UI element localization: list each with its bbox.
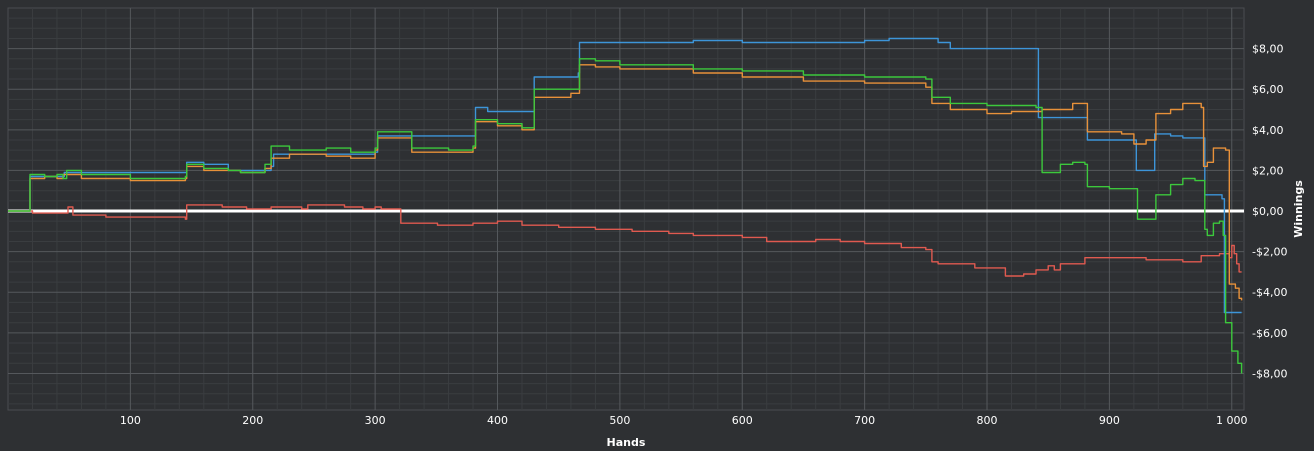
y-tick-label: -$8,00 [1252, 367, 1287, 380]
y-tick-label: $0,00 [1252, 205, 1284, 218]
series-line-1 [8, 204, 1242, 277]
x-axis-ticks: 100 200 300 400 500 600 700 800 900 1 000 [120, 414, 1248, 427]
y-tick-label: -$2,00 [1252, 246, 1287, 259]
y-tick-label: $2,00 [1252, 164, 1284, 177]
x-tick-label: 300 [365, 414, 386, 427]
x-tick-label: 900 [1099, 414, 1120, 427]
series-line-4 [8, 58, 1243, 374]
x-tick-label: 600 [732, 414, 753, 427]
y-tick-label: -$4,00 [1252, 286, 1287, 299]
x-tick-label: 500 [609, 414, 630, 427]
y-axis-ticks: $8,00 $6,00 $4,00 $2,00 $0,00 -$2,00 -$4,00 -$6… [1252, 43, 1287, 381]
x-axis-label: Hands [607, 436, 646, 447]
x-tick-label: 100 [120, 414, 141, 427]
y-tick-label: -$6,00 [1252, 327, 1287, 340]
y-tick-label: $6,00 [1252, 83, 1284, 96]
y-tick-label: $8,00 [1252, 43, 1284, 56]
y-axis-label: Winnings [1292, 180, 1305, 238]
x-tick-label: 800 [977, 414, 998, 427]
y-tick-label: $4,00 [1252, 124, 1284, 137]
x-tick-label: 700 [854, 414, 875, 427]
x-tick-label: 1 000 [1216, 414, 1248, 427]
x-tick-label: 400 [487, 414, 508, 427]
series-layer [8, 37, 1243, 374]
x-tick-label: 200 [242, 414, 263, 427]
